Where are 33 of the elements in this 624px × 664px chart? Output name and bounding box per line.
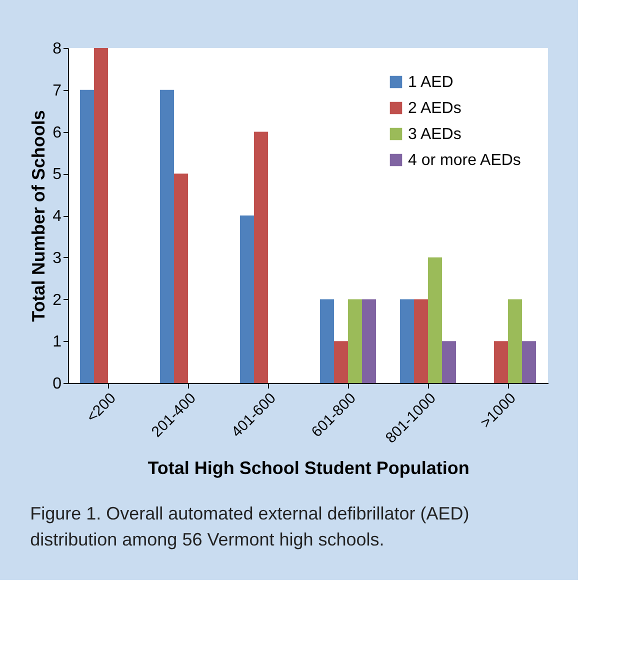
y-tick-label: 1 xyxy=(52,334,62,351)
bar xyxy=(508,299,522,383)
y-tick-label: 4 xyxy=(52,208,62,225)
bar xyxy=(254,132,268,383)
bar xyxy=(320,299,334,383)
bar xyxy=(428,257,442,383)
legend-label: 4 or more AEDs xyxy=(408,152,521,169)
legend-label: 3 AEDs xyxy=(408,126,462,143)
bar xyxy=(400,299,414,383)
y-tick-label: 7 xyxy=(52,82,62,100)
bar xyxy=(522,341,536,383)
y-tick-label: 5 xyxy=(52,166,62,184)
bar xyxy=(362,299,376,383)
y-tick-label: 0 xyxy=(52,376,62,392)
x-axis-title: Total High School Student Population xyxy=(148,458,470,478)
bar xyxy=(160,90,174,383)
bar xyxy=(494,341,508,383)
caption: Figure 1. Overall automated external defibrillator (AED) distribution among 56 Vermont high schools. xyxy=(30,503,470,550)
bar xyxy=(94,48,108,383)
y-tick-label: 6 xyxy=(52,124,62,142)
bar xyxy=(240,216,254,383)
y-tick-label: 2 xyxy=(52,292,62,309)
legend-label: 1 AED xyxy=(408,74,454,91)
y-axis-title: Total Number of Schools xyxy=(28,110,49,322)
bar xyxy=(334,341,348,383)
y-tick-label: 3 xyxy=(52,250,62,267)
bar xyxy=(174,174,188,383)
bar xyxy=(442,341,456,383)
bar xyxy=(348,299,362,383)
y-tick-label: 8 xyxy=(52,40,62,58)
bar xyxy=(414,299,428,383)
legend-label: 2 AEDs xyxy=(408,100,462,117)
bar xyxy=(80,90,94,383)
